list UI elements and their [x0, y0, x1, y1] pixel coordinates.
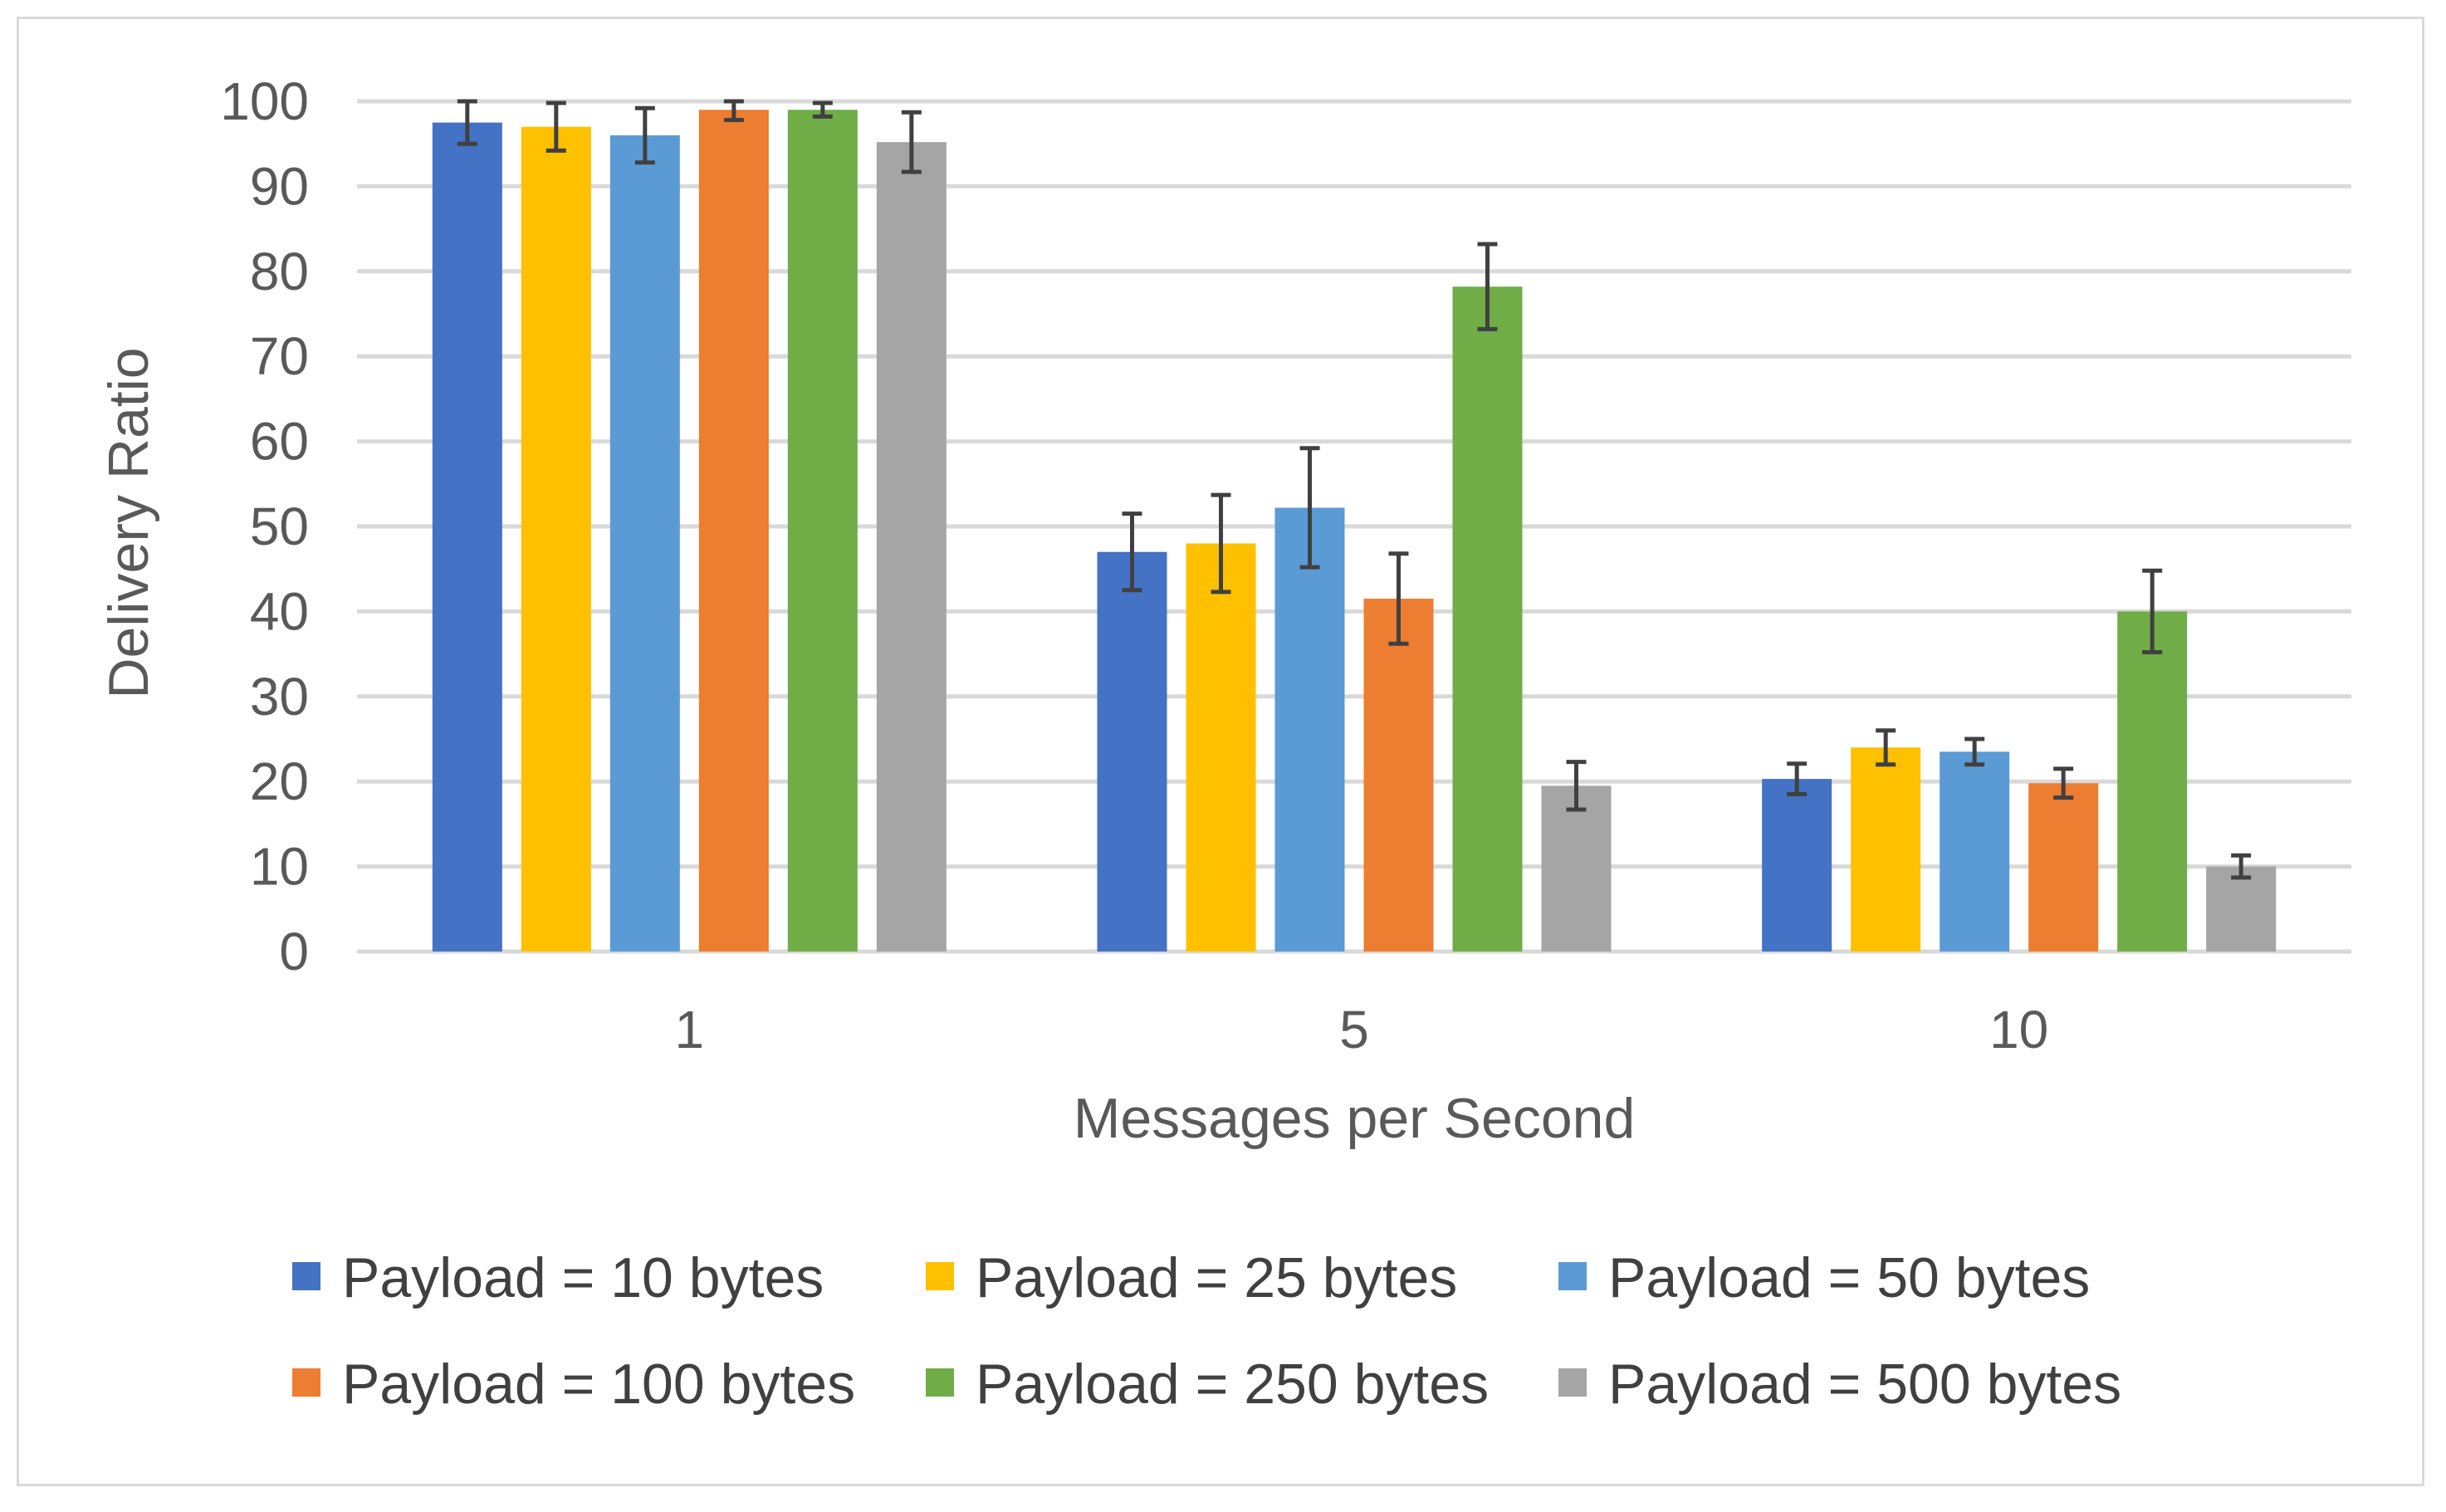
error-bar	[2053, 766, 2074, 800]
legend-label: Payload = 100 bytes	[342, 1353, 855, 1416]
y-tick-label: 10	[250, 837, 309, 897]
y-axis-title: Delivery Ratio	[97, 347, 160, 698]
bar	[1452, 286, 1523, 952]
x-tick-label: 10	[1989, 1000, 2048, 1059]
legend-label: Payload = 250 bytes	[976, 1353, 1489, 1416]
legend-entry: Payload = 50 bytes	[1558, 1246, 2090, 1309]
bar	[609, 135, 680, 952]
error-bar	[2231, 853, 2252, 880]
error-bar	[1876, 728, 1896, 767]
bar	[787, 110, 858, 952]
legend: Payload = 10 bytes Payload = 25 bytes Payl…	[292, 1246, 2121, 1416]
error-bar	[1787, 761, 1808, 797]
legend-swatch	[926, 1262, 954, 1290]
error-bar	[723, 99, 744, 123]
legend-label: Payload = 50 bytes	[1608, 1246, 2090, 1309]
bar	[698, 110, 769, 952]
x-axis-ticks: 1 5 10	[675, 1000, 2049, 1059]
x-tick-label: 5	[1339, 1000, 1369, 1059]
y-axis-ticks: 0 10 20 30 40 50 60 70 80 90 100	[220, 71, 309, 981]
legend-swatch	[292, 1368, 320, 1397]
legend-entry: Payload = 100 bytes	[292, 1353, 855, 1416]
legend-label: Payload = 500 bytes	[1608, 1353, 2121, 1416]
bar	[1186, 543, 1256, 952]
error-bar	[1566, 760, 1587, 812]
error-bar	[1477, 242, 1498, 331]
y-tick-label: 0	[279, 922, 309, 981]
bar	[2206, 866, 2277, 952]
bar	[521, 126, 591, 952]
error-bar	[634, 105, 655, 165]
y-tick-label: 60	[250, 412, 309, 472]
bar	[2028, 783, 2099, 952]
legend-entry: Payload = 25 bytes	[926, 1246, 1457, 1309]
bar	[432, 122, 502, 952]
error-bar	[1299, 446, 1320, 570]
bar	[1762, 779, 1832, 952]
error-bar	[457, 99, 477, 146]
bar	[1940, 751, 2010, 952]
x-tick-label: 1	[675, 1000, 705, 1059]
error-bar	[1122, 511, 1142, 593]
y-tick-label: 100	[220, 71, 309, 131]
error-bar	[2142, 568, 2163, 655]
error-bar	[1211, 492, 1231, 595]
legend-label: Payload = 25 bytes	[976, 1246, 1457, 1309]
legend-entry: Payload = 500 bytes	[1558, 1353, 2121, 1416]
y-tick-label: 90	[250, 156, 309, 216]
error-bar	[1964, 736, 1985, 767]
y-tick-label: 30	[250, 667, 309, 727]
legend-swatch	[1558, 1262, 1587, 1290]
bars	[432, 110, 2277, 952]
error-bar	[812, 100, 833, 119]
y-tick-label: 80	[250, 242, 309, 301]
legend-swatch	[1558, 1368, 1587, 1397]
bar	[1097, 551, 1167, 952]
error-bar	[1388, 551, 1409, 646]
y-tick-label: 50	[250, 497, 309, 556]
bar	[876, 142, 947, 952]
legend-swatch	[292, 1262, 320, 1290]
y-tick-label: 40	[250, 581, 309, 641]
bar	[1363, 599, 1434, 952]
legend-swatch	[926, 1368, 954, 1397]
error-bar	[901, 110, 922, 174]
error-bar	[545, 100, 566, 153]
bar	[2117, 611, 2188, 952]
y-tick-label: 20	[250, 751, 309, 811]
error-bars	[457, 99, 2252, 880]
legend-label: Payload = 10 bytes	[342, 1246, 824, 1309]
y-tick-label: 70	[250, 326, 309, 386]
bar	[1851, 747, 1921, 952]
gridlines	[357, 99, 2351, 954]
bar	[1274, 507, 1345, 952]
legend-entry: Payload = 10 bytes	[292, 1246, 824, 1309]
legend-entry: Payload = 250 bytes	[926, 1353, 1489, 1416]
bar	[1541, 785, 1612, 952]
x-axis-title: Messages per Second	[1074, 1087, 1636, 1150]
